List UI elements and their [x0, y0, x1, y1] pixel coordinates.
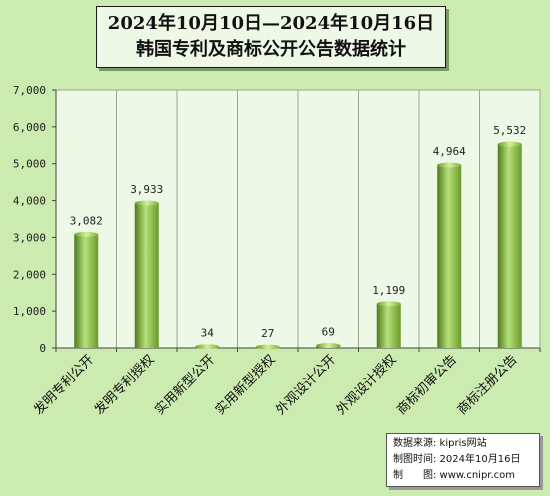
- value-label: 5,532: [493, 124, 526, 137]
- x-tick-label: 外观设计公开: [273, 352, 339, 418]
- x-tick-label: 实用新型授权: [212, 352, 278, 418]
- category-separators: [116, 90, 480, 348]
- bar: [437, 165, 462, 348]
- value-label: 27: [261, 327, 274, 340]
- y-tick-label: 4,000: [13, 195, 46, 208]
- x-tick-label: 发明专利公开: [31, 352, 97, 418]
- bar-cap: [74, 231, 99, 237]
- chart-title-line-1: 2024年10月10日—2024年10月16日: [107, 13, 435, 34]
- chart-title: 2024年10月10日—2024年10月16日 韩国专利及商标公开公告数据统计: [96, 6, 446, 68]
- bar-cap: [316, 342, 341, 348]
- chart-date-text: 制图时间: 2024年10月16日: [393, 454, 521, 465]
- x-tick-label: 商标注册公告: [455, 352, 521, 418]
- value-labels: 3,082 3,933 34 27 69 1,199 4,964 5,532: [70, 124, 527, 340]
- bar-cap: [376, 301, 401, 307]
- y-tick-label: 0: [39, 342, 46, 355]
- value-label: 3,933: [130, 183, 163, 196]
- bar-cap: [497, 141, 522, 147]
- x-axis-labels: 发明专利公开发明专利授权实用新型公开实用新型授权外观设计公开外观设计授权商标初审…: [31, 352, 521, 418]
- y-tick-label: 6,000: [13, 121, 46, 134]
- x-tick-label: 实用新型公开: [152, 352, 218, 418]
- value-label: 4,964: [433, 145, 466, 158]
- value-label: 3,082: [70, 214, 103, 227]
- x-tick-label: 商标初审公告: [394, 352, 460, 418]
- value-label: 1,199: [372, 284, 405, 297]
- y-tick-label: 3,000: [13, 231, 46, 244]
- y-tick-label: 7,000: [13, 84, 46, 97]
- bar-cap: [255, 344, 280, 350]
- y-tick-label: 5,000: [13, 158, 46, 171]
- x-tick-label: 发明专利授权: [91, 352, 157, 418]
- value-label: 69: [322, 325, 335, 338]
- chart-title-line-2: 韩国专利及商标公开公告数据统计: [136, 39, 406, 60]
- source-info-box: 数据来源: kipris网站 制图时间: 2024年10月16日 制 图: ww…: [386, 433, 540, 487]
- bars: [74, 141, 522, 350]
- data-source-text: 数据来源: kipris网站: [393, 438, 487, 449]
- bar-cap: [134, 200, 159, 206]
- bar: [134, 203, 159, 348]
- value-label: 34: [201, 327, 215, 340]
- bar: [376, 303, 401, 348]
- x-tick-label: 外观设计授权: [333, 352, 399, 418]
- y-tick-label: 1,000: [13, 305, 46, 318]
- bar-cap: [437, 162, 462, 168]
- bar-cap: [195, 344, 220, 350]
- bar: [74, 234, 99, 348]
- y-tick-label: 2,000: [13, 268, 46, 281]
- bar: [497, 144, 522, 348]
- chart-maker-text: 制 图: www.cnipr.com: [393, 470, 516, 481]
